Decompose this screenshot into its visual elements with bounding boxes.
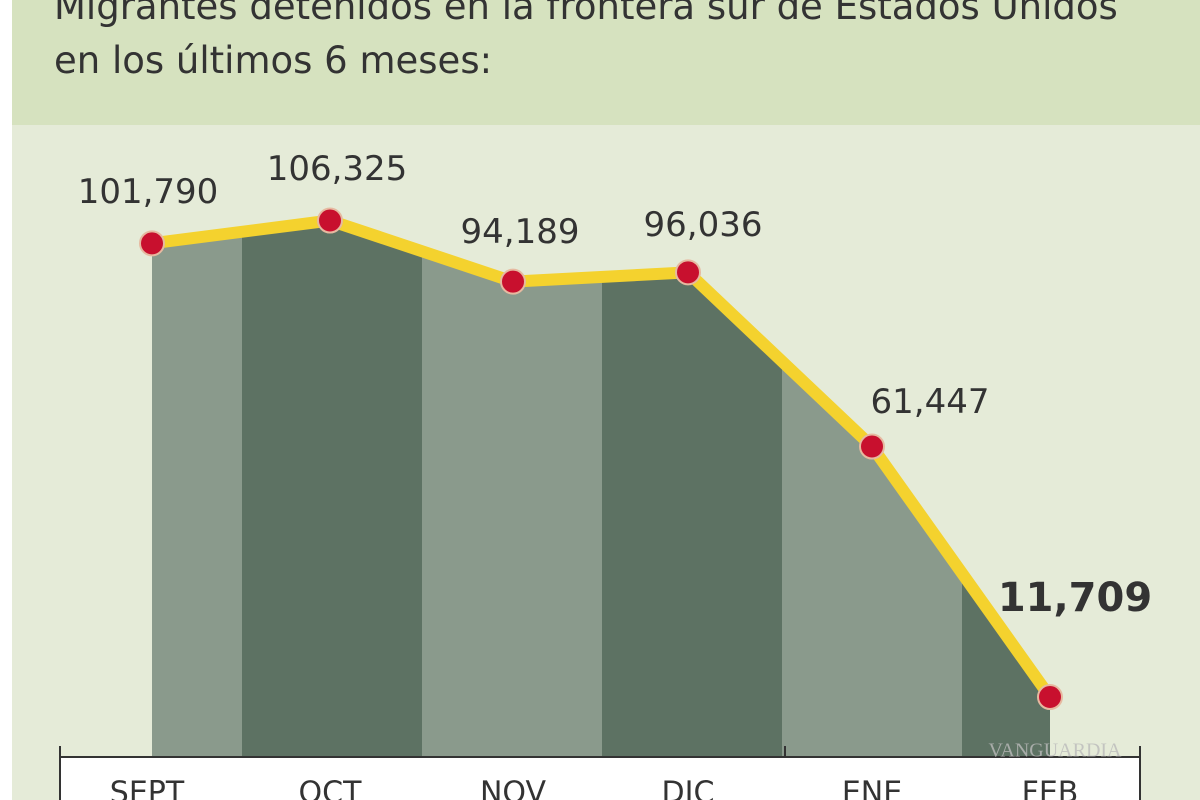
watermark: VANGUARDIA: [989, 740, 1123, 762]
x-tick-label: DIC: [662, 776, 715, 800]
value-label: 11,709: [998, 575, 1152, 621]
category-strip: [61, 758, 1139, 800]
value-label: 94,189: [461, 212, 580, 252]
area-stripe: [242, 220, 422, 756]
title-band: Migrantes detenidos en la frontera sur d…: [12, 0, 1200, 125]
line: [146, 214, 1056, 704]
point: [1037, 684, 1063, 711]
area-stripe: [152, 220, 242, 756]
point: [859, 433, 885, 460]
value-label: 106,325: [267, 149, 408, 189]
area-stripe: [422, 220, 602, 756]
value-label: 61,447: [871, 382, 990, 422]
value-label: 96,036: [644, 205, 763, 245]
x-tick-label: OCT: [299, 776, 363, 800]
x-tick-label: ENE: [842, 776, 902, 800]
x-tick-label: NOV: [480, 776, 547, 800]
x-tick-label: FEB: [1022, 776, 1079, 800]
value-label: 101,790: [78, 172, 219, 212]
point: [317, 207, 343, 234]
point: [675, 259, 701, 286]
point: [500, 268, 526, 295]
x-tick-label: SEPT: [110, 776, 185, 800]
point: [139, 230, 165, 257]
chart-title: Migrantes detenidos en la frontera sur d…: [54, 0, 1118, 82]
